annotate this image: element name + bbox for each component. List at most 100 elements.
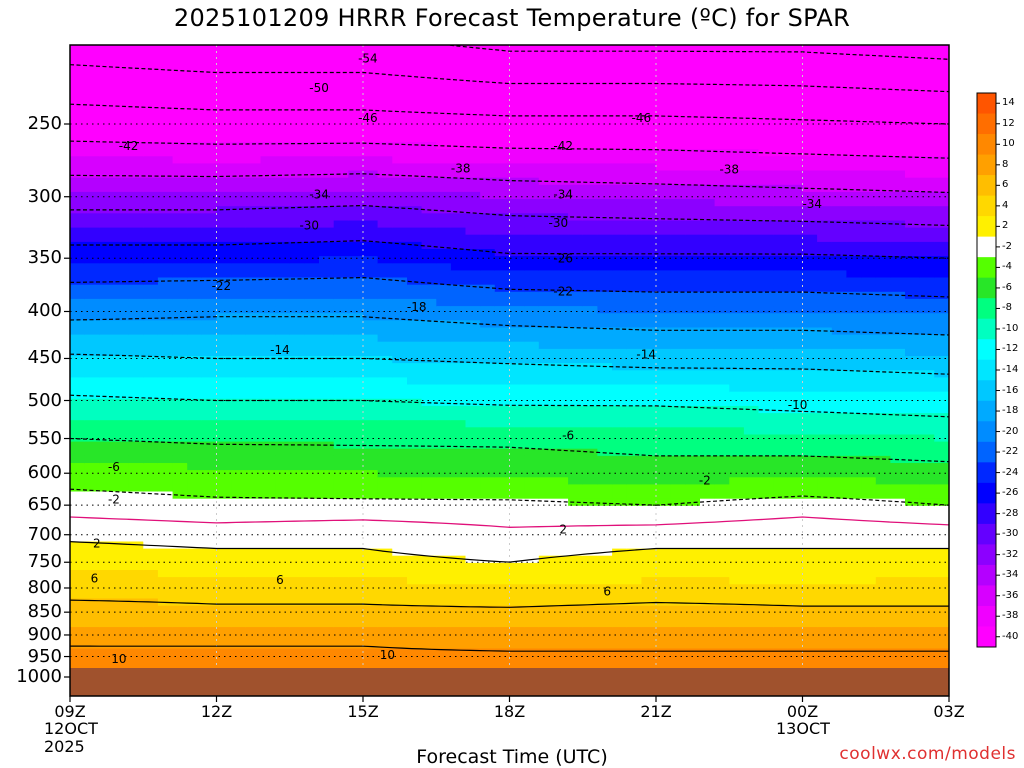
heat-cell: [831, 420, 847, 428]
heat-cell: [875, 662, 891, 671]
heat-cell: [172, 306, 188, 314]
heat-cell: [787, 627, 804, 635]
heat-cell: [802, 320, 818, 328]
heat-cell: [626, 605, 642, 614]
heat-cell: [494, 277, 511, 286]
heat-cell: [304, 527, 320, 535]
heat-cell: [377, 120, 393, 129]
heat-cell: [289, 655, 305, 664]
heat-cell: [289, 220, 305, 229]
heat-cell: [817, 99, 833, 107]
heat-cell: [157, 455, 174, 464]
heat-cell: [201, 627, 218, 635]
heat-cell: [861, 612, 877, 621]
heat-cell: [392, 570, 408, 578]
heat-cell: [626, 448, 642, 457]
heat-cell: [656, 348, 672, 357]
heat-cell: [743, 127, 760, 136]
heat-cell: [743, 156, 760, 164]
heat-cell: [861, 170, 877, 179]
heat-cell: [773, 384, 789, 393]
heat-cell: [626, 156, 642, 164]
heat-cell: [509, 541, 525, 550]
heat-cell: [377, 256, 393, 264]
heat-cell: [700, 277, 716, 286]
heat-cell: [626, 234, 642, 243]
heat-cell: [231, 341, 247, 350]
heat-cell: [509, 56, 525, 65]
heat-cell: [231, 491, 247, 500]
heat-cell: [377, 241, 393, 250]
heat-cell: [363, 377, 379, 386]
heat-cell: [216, 184, 232, 193]
heat-cell: [582, 56, 598, 65]
heat-cell: [275, 662, 291, 671]
heat-cell: [597, 498, 613, 507]
heat-cell: [846, 441, 862, 450]
heat-cell: [700, 184, 716, 193]
heat-cell: [568, 142, 584, 150]
heat-cell: [143, 441, 159, 450]
heat-cell: [436, 234, 452, 243]
heat-cell: [670, 470, 686, 478]
heat-cell: [216, 634, 232, 642]
heat-cell: [494, 249, 511, 257]
heat-cell: [861, 184, 877, 193]
heat-cell: [817, 270, 833, 279]
heat-cell: [714, 498, 730, 507]
heat-cell: [861, 199, 877, 207]
heat-cell: [333, 263, 349, 271]
heat-cell: [700, 213, 716, 221]
heat-cell: [538, 99, 555, 107]
heat-cell: [231, 170, 247, 179]
heat-cell: [626, 127, 642, 136]
heat-cell: [538, 291, 555, 300]
heat-cell: [201, 491, 218, 500]
heat-cell: [743, 498, 760, 507]
heat-cell: [846, 455, 862, 464]
heat-cell: [802, 284, 818, 293]
heat-cell: [216, 234, 232, 243]
heat-cell: [172, 534, 188, 542]
heat-cell: [538, 391, 555, 400]
heat-cell: [187, 484, 203, 493]
heat-cell: [260, 591, 276, 600]
heat-cell: [392, 641, 408, 649]
heat-cell: [612, 120, 628, 129]
heat-cell: [304, 520, 320, 528]
heat-cell: [407, 184, 423, 193]
heat-cell: [509, 177, 525, 186]
heat-cell: [99, 92, 115, 100]
heat-cell: [114, 398, 130, 407]
heat-cell: [114, 220, 130, 229]
heat-cell: [436, 427, 452, 435]
heat-cell: [831, 163, 847, 172]
heat-cell: [582, 648, 598, 657]
heat-cell: [114, 348, 130, 357]
heat-cell: [685, 384, 701, 393]
heat-cell: [626, 534, 642, 542]
heat-cell: [670, 92, 686, 100]
heat-cell: [421, 84, 437, 93]
heat-cell: [553, 498, 569, 507]
heat-cell: [875, 149, 891, 157]
heat-cell: [538, 612, 555, 621]
heat-cell: [758, 234, 774, 243]
heat-cell: [743, 284, 760, 293]
heat-cell: [275, 184, 291, 193]
heat-cell: [201, 384, 218, 393]
heat-cell: [333, 127, 349, 136]
heat-cell: [656, 455, 672, 464]
heat-cell: [245, 484, 262, 493]
heat-cell: [363, 199, 379, 207]
heat-cell: [319, 270, 335, 279]
heat-cell: [494, 220, 511, 229]
heat-cell: [348, 391, 364, 400]
heat-cell: [612, 220, 628, 229]
heat-cell: [670, 505, 686, 514]
heat-cell: [875, 313, 891, 321]
heat-cell: [84, 56, 100, 65]
heat-cell: [436, 441, 452, 450]
heat-cell: [421, 405, 437, 414]
heat-cell: [319, 277, 335, 286]
